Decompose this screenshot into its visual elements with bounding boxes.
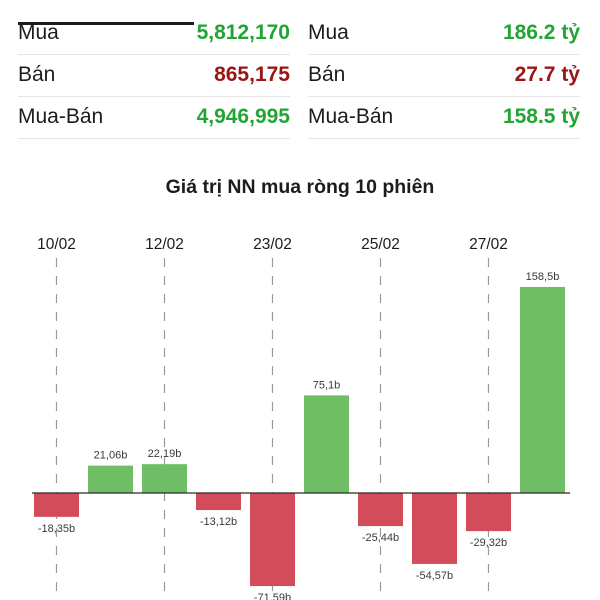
bar	[466, 493, 511, 532]
bar	[412, 493, 457, 564]
bar-value-label: 75,1b	[313, 379, 341, 391]
bar	[520, 286, 565, 493]
bar-value-label: -25,44b	[362, 532, 399, 544]
date-label: 23/02	[253, 236, 292, 253]
volume-buy-value: 5,812,170	[196, 21, 290, 44]
stats-section: Mua 5,812,170 Bán 865,175 Mua-Bán 4,946,…	[0, 0, 600, 140]
bar	[88, 465, 133, 493]
bar-value-label: 21,06b	[94, 450, 128, 462]
bar-value-label: -13,12b	[200, 516, 237, 528]
volume-buy-label: Mua	[18, 21, 59, 44]
bar-value-label: -71,59b	[254, 592, 291, 600]
value-buy-value: 186.2 tỷ	[502, 21, 580, 44]
bar	[196, 493, 241, 511]
date-label: 27/02	[469, 236, 508, 253]
value-sell-row: Bán 27.7 tỷ	[308, 54, 580, 97]
bar-value-label: 22,19b	[148, 448, 182, 460]
bar	[358, 493, 403, 527]
value-buy-row: Mua 186.2 tỷ	[308, 12, 580, 55]
value-net-label: Mua-Bán	[308, 105, 394, 128]
chart-title: Giá trị NN mua ròng 10 phiên	[165, 176, 435, 198]
value-sell-value: 27.7 tỷ	[514, 63, 580, 86]
bar-value-label: -18,35b	[38, 523, 75, 535]
bar-value-label: 158,5b	[526, 271, 560, 283]
tab-indicator	[18, 22, 194, 25]
bar	[250, 493, 295, 587]
value-buy-label: Mua	[308, 21, 349, 44]
volume-net-value: 4,946,995	[196, 105, 290, 128]
volume-sell-value: 865,175	[214, 63, 290, 86]
value-net-row: Mua-Bán 158.5 tỷ	[308, 96, 580, 139]
value-net-value: 158.5 tỷ	[502, 105, 580, 128]
bar	[34, 493, 79, 517]
volume-sell-row: Bán 865,175	[18, 54, 290, 97]
value-sell-label: Bán	[308, 63, 346, 86]
volume-net-label: Mua-Bán	[18, 105, 104, 128]
date-label: 10/02	[37, 236, 76, 253]
bar-value-label: -29,32b	[470, 537, 507, 549]
volume-sell-label: Bán	[18, 63, 56, 86]
bar-value-label: -54,57b	[416, 570, 453, 582]
bar	[304, 395, 349, 493]
date-label: 12/02	[145, 236, 184, 253]
volume-net-row: Mua-Bán 4,946,995	[18, 96, 290, 139]
volume-buy-row: Mua 5,812,170	[18, 12, 290, 55]
date-label: 25/02	[361, 236, 400, 253]
bar	[142, 464, 187, 493]
